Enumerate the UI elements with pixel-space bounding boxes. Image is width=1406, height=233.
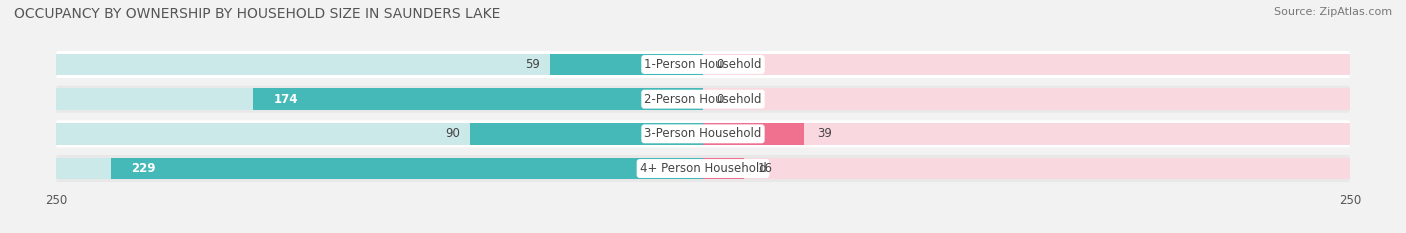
Bar xyxy=(56,123,703,145)
Text: 90: 90 xyxy=(444,127,460,140)
Bar xyxy=(470,123,703,145)
Bar xyxy=(703,158,744,179)
Text: 4+ Person Household: 4+ Person Household xyxy=(640,162,766,175)
Bar xyxy=(703,88,1350,110)
Bar xyxy=(550,54,703,75)
Bar xyxy=(56,54,703,75)
Bar xyxy=(111,158,703,179)
Bar xyxy=(703,158,1350,179)
Bar xyxy=(703,123,804,145)
Text: 3-Person Household: 3-Person Household xyxy=(644,127,762,140)
Bar xyxy=(56,158,703,179)
FancyBboxPatch shape xyxy=(56,120,1350,147)
Text: 1-Person Household: 1-Person Household xyxy=(644,58,762,71)
Text: 39: 39 xyxy=(817,127,832,140)
Text: Source: ZipAtlas.com: Source: ZipAtlas.com xyxy=(1274,7,1392,17)
Text: 0: 0 xyxy=(716,93,723,106)
Text: 0: 0 xyxy=(716,58,723,71)
Bar xyxy=(703,123,1350,145)
Text: 59: 59 xyxy=(526,58,540,71)
Bar xyxy=(56,88,703,110)
Text: OCCUPANCY BY OWNERSHIP BY HOUSEHOLD SIZE IN SAUNDERS LAKE: OCCUPANCY BY OWNERSHIP BY HOUSEHOLD SIZE… xyxy=(14,7,501,21)
Text: 16: 16 xyxy=(758,162,772,175)
Bar xyxy=(253,88,703,110)
Text: 174: 174 xyxy=(274,93,298,106)
Text: 2-Person Household: 2-Person Household xyxy=(644,93,762,106)
FancyBboxPatch shape xyxy=(56,86,1350,113)
FancyBboxPatch shape xyxy=(56,51,1350,78)
Bar xyxy=(703,54,1350,75)
Text: 229: 229 xyxy=(131,162,156,175)
FancyBboxPatch shape xyxy=(56,155,1350,182)
